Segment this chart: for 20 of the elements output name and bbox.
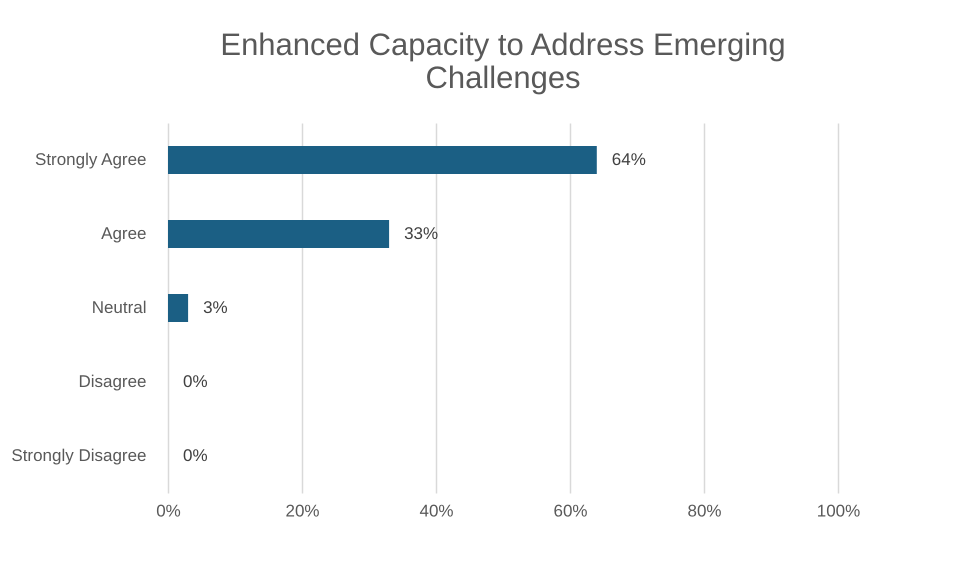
x-tick-label: 80% [687,502,722,520]
x-tick-label: 0% [156,502,181,520]
y-tick-label: Agree [101,224,146,243]
bar [168,146,597,174]
y-tick-label: Disagree [78,372,146,391]
chart-title: Enhanced Capacity to Address Emerging Challenges [220,27,786,95]
x-tick-label: 100% [816,502,860,520]
y-tick-label: Strongly Disagree [11,446,146,465]
data-label: 0% [183,372,208,391]
bar [168,294,188,322]
data-label: 64% [612,150,646,169]
y-tick-label: Strongly Agree [34,150,146,169]
x-tick-label: 20% [285,502,320,520]
bar [168,220,390,248]
data-label: 33% [404,224,438,243]
data-label: 3% [203,298,228,317]
y-tick-label: Neutral [92,298,146,317]
data-label: 0% [183,446,208,465]
x-tick-label: 40% [419,502,454,520]
x-tick-label: 60% [553,502,588,520]
